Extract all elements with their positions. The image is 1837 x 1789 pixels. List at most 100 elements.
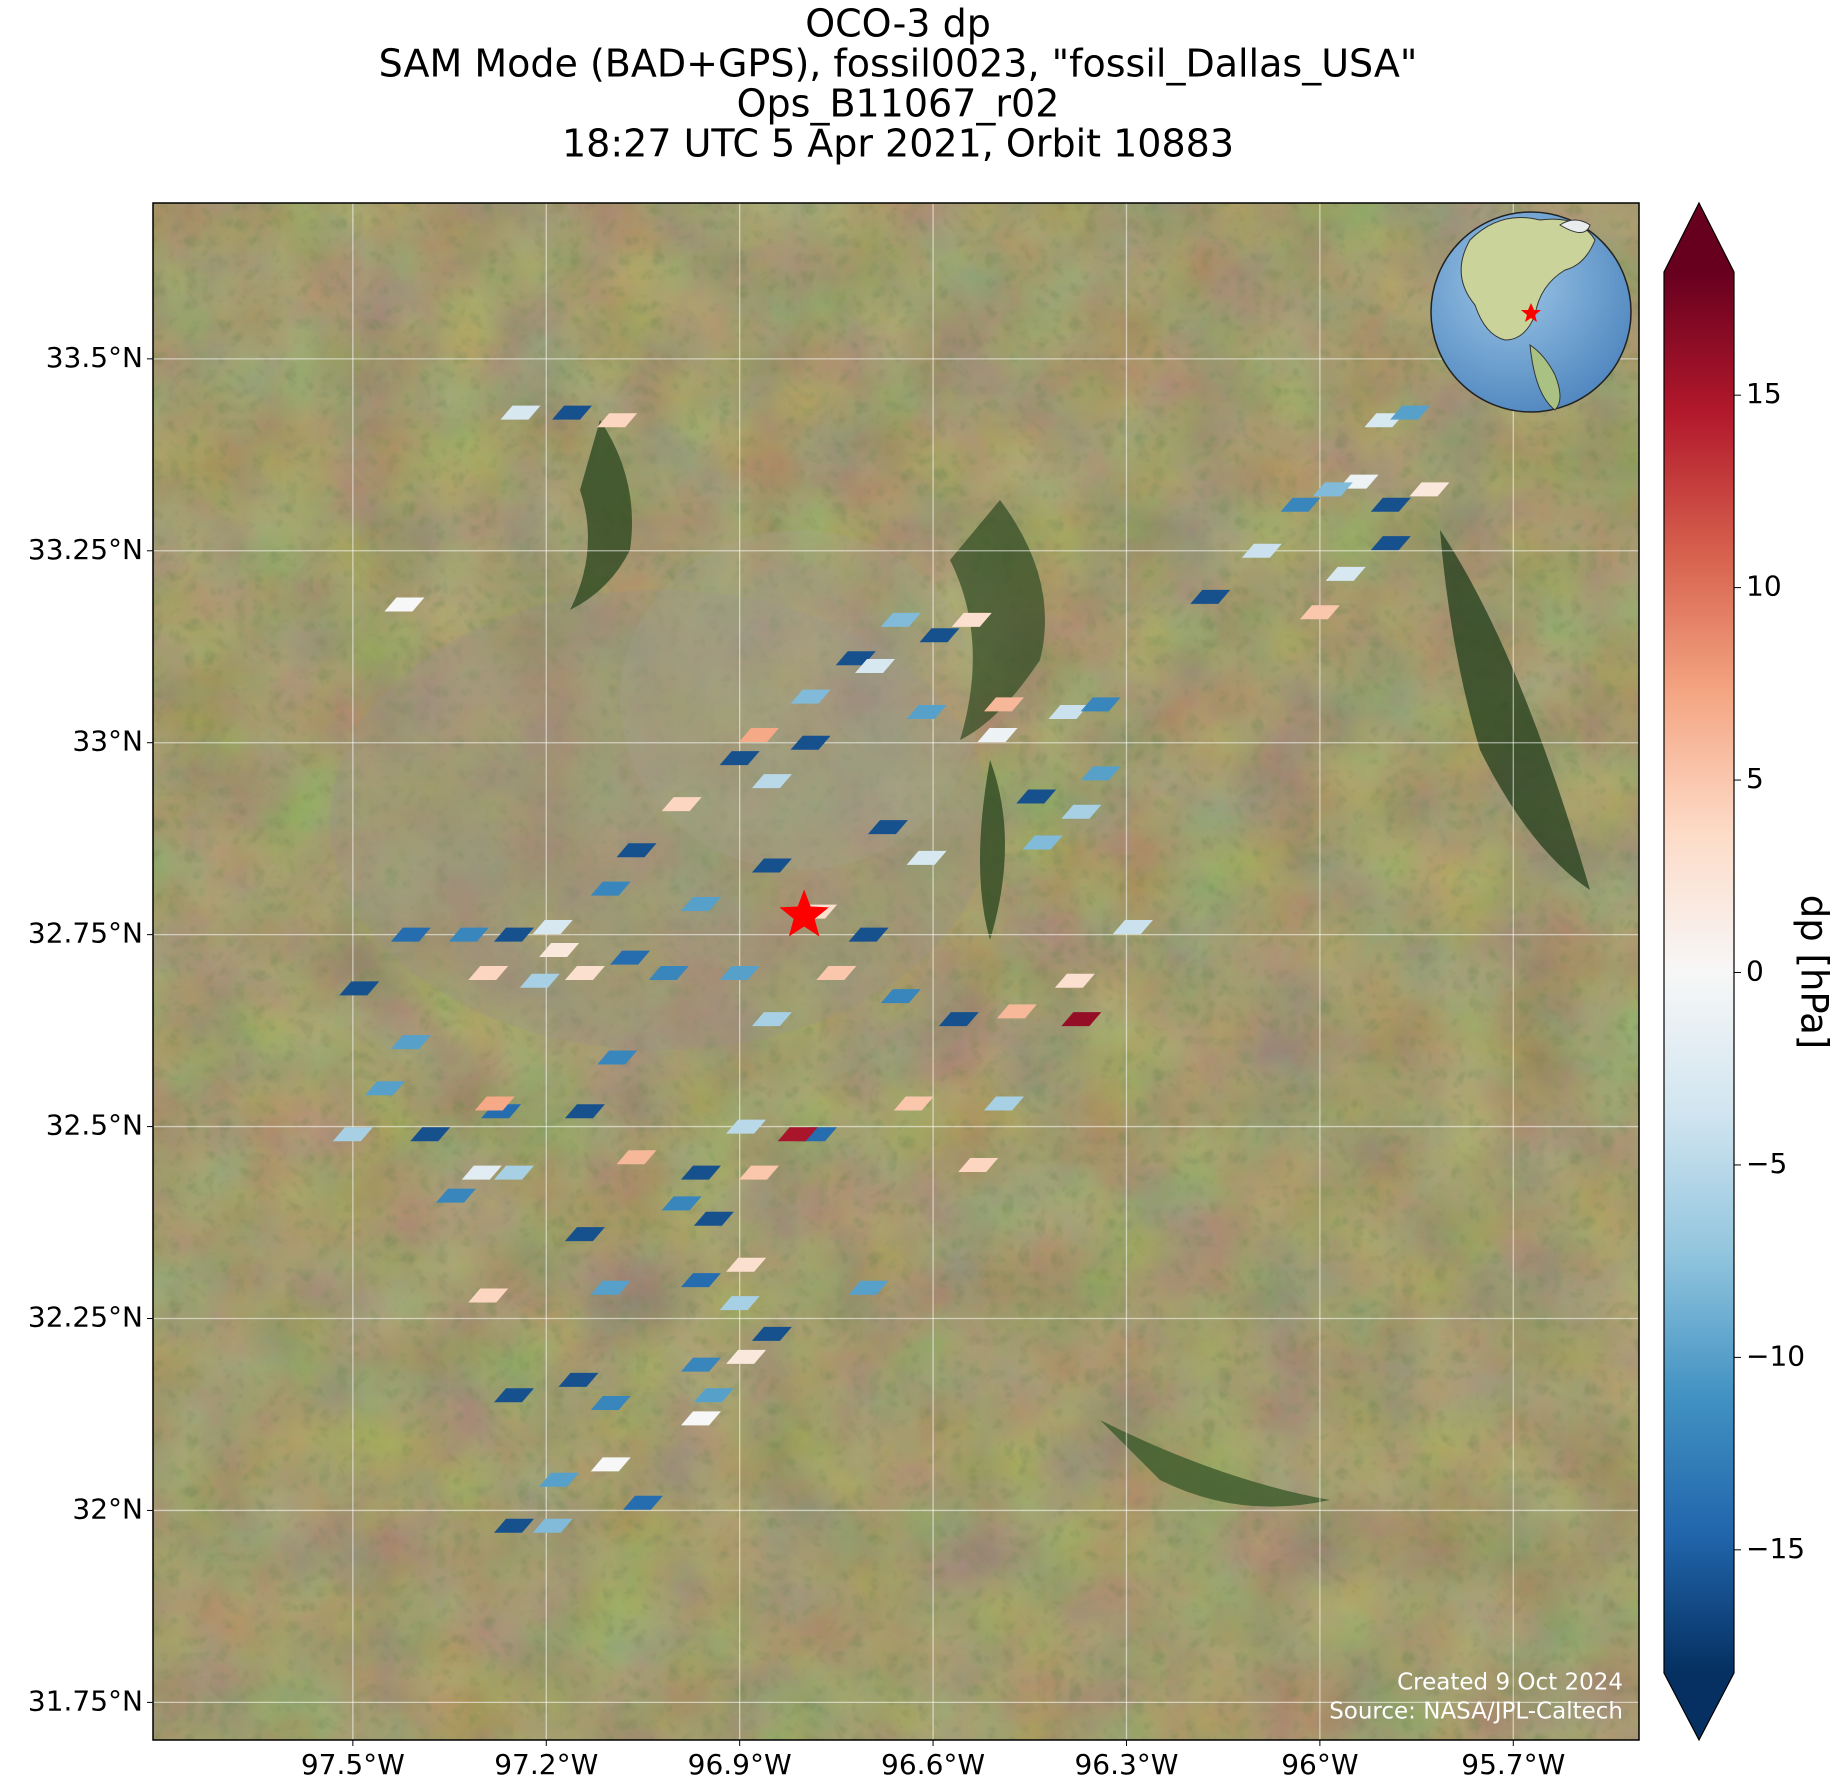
- x-tick-label: 96.3°W: [1074, 1748, 1178, 1781]
- y-tick-label: 32.75°N: [28, 917, 143, 950]
- colorbar-body: [1664, 272, 1734, 1673]
- footprint: [564, 966, 605, 981]
- footprint: [1409, 482, 1450, 497]
- footprint: [719, 966, 760, 981]
- footprint: [597, 1050, 638, 1065]
- y-tick-label: 33.5°N: [46, 341, 143, 374]
- map-frame: [152, 202, 1640, 1741]
- greenland: [1559, 219, 1591, 233]
- footprint: [680, 896, 721, 911]
- footprint: [848, 927, 889, 942]
- colorbar-tick-label: −10: [1746, 1339, 1805, 1372]
- footprint: [410, 1127, 451, 1142]
- footprint: [590, 1457, 631, 1472]
- footprint: [461, 1165, 502, 1180]
- lake: [950, 500, 1045, 740]
- footprint: [739, 728, 780, 743]
- footprint: [1048, 705, 1089, 720]
- colorbar: −15 −10 −5 0 5 10 15: [1663, 201, 1805, 1742]
- footprint: [680, 1273, 721, 1288]
- footprint: [597, 413, 638, 428]
- footprint: [539, 943, 580, 958]
- footprint: [1061, 804, 1102, 819]
- colorbar-extend-max: [1664, 203, 1734, 272]
- y-tick-label: 32.5°N: [46, 1109, 143, 1142]
- footprint: [590, 881, 631, 896]
- footprint: [855, 658, 896, 673]
- footprint: [726, 1119, 767, 1134]
- chart-title: 18:27 UTC 5 Apr 2021, Orbit 10883: [562, 122, 1234, 166]
- footprint: [1112, 919, 1153, 934]
- colorbar-tick-label: 15: [1746, 377, 1782, 410]
- credit: Source: NASA/JPL-Caltech: [1329, 1699, 1623, 1725]
- footprint: [590, 1395, 631, 1410]
- x-tick-label: 97.2°W: [494, 1748, 598, 1781]
- footprint: [1016, 789, 1057, 804]
- graticule: [153, 203, 1639, 1740]
- target-site: [779, 889, 829, 937]
- footprint: [880, 612, 921, 627]
- footprint: [996, 1004, 1037, 1019]
- footprint: [616, 1150, 657, 1165]
- footprint: [1061, 1012, 1102, 1027]
- footprint: [983, 1096, 1024, 1111]
- south-america: [1529, 343, 1561, 411]
- footprint: [719, 751, 760, 766]
- y-tick-label: 32°N: [72, 1492, 143, 1525]
- x-tick-label: 96.9°W: [688, 1748, 792, 1781]
- footprint: [610, 950, 651, 965]
- colorbar-tick-label: 10: [1746, 570, 1782, 603]
- footprint: [1080, 697, 1121, 712]
- footprint: [816, 966, 857, 981]
- colorbar-extend-min: [1664, 1673, 1734, 1740]
- chart-title: SAM Mode (BAD+GPS), fossil0023, "fossil_…: [379, 42, 1418, 86]
- x-tick-label: 97.5°W: [301, 1748, 405, 1781]
- footprint: [790, 735, 831, 750]
- basemap: [153, 203, 1639, 1740]
- footprint: [680, 1357, 721, 1372]
- lake: [980, 760, 1005, 940]
- footprint: [938, 1012, 979, 1027]
- y-tick-label: 33°N: [72, 725, 143, 758]
- footprint: [1370, 536, 1411, 551]
- lake: [1440, 530, 1590, 890]
- footprint: [751, 774, 792, 789]
- footprint: [590, 1280, 631, 1295]
- colorbar-tick-label: 0: [1746, 955, 1764, 988]
- footprint: [384, 597, 425, 612]
- footprint: [390, 927, 431, 942]
- footprint: [532, 919, 573, 934]
- footprint: [726, 1257, 767, 1272]
- credit: Created 9 Oct 2024: [1397, 1670, 1623, 1696]
- footprint: [1299, 605, 1340, 620]
- footprint: [751, 1326, 792, 1341]
- colorbar-outline: [1663, 201, 1735, 1742]
- footprint: [848, 1280, 889, 1295]
- footprint: [1370, 497, 1411, 512]
- footprint: [1312, 482, 1353, 497]
- footprint: [519, 973, 560, 988]
- footprint: [1054, 973, 1095, 988]
- footprint: [622, 1495, 663, 1510]
- footprint: [1080, 766, 1121, 781]
- footprint: [494, 1165, 535, 1180]
- lake: [1100, 1420, 1330, 1507]
- footprint: [693, 1388, 734, 1403]
- y-tick-label: 31.75°N: [28, 1684, 143, 1717]
- globe-site: [1521, 303, 1541, 322]
- chart-title: Ops_B11067_r02: [737, 82, 1060, 126]
- chart-title: OCO-3 dp: [805, 2, 991, 46]
- footprint: [558, 1372, 599, 1387]
- footprint: [790, 689, 831, 704]
- footprint: [552, 405, 593, 420]
- footprint: [648, 966, 689, 981]
- footprint: [777, 1127, 818, 1142]
- x-tick-label: 96.6°W: [881, 1748, 985, 1781]
- footprint: [726, 1349, 767, 1364]
- footprint: [332, 1127, 373, 1142]
- north-america: [1460, 217, 1596, 341]
- footprint: [951, 612, 992, 627]
- footprint: [339, 981, 380, 996]
- footprint: [680, 1411, 721, 1426]
- colorbar-tick-label: −5: [1746, 1147, 1787, 1180]
